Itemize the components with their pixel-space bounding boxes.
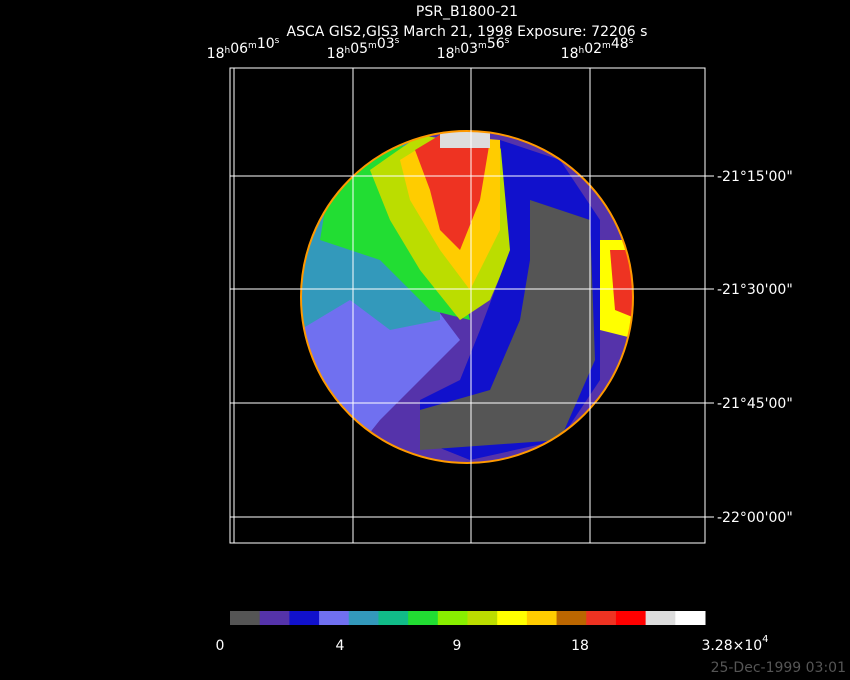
colorbar-label: 4 — [336, 638, 345, 654]
mantissa: 3.28×10 — [701, 638, 762, 654]
exponent: 4 — [762, 634, 768, 645]
ra-value: 02 — [584, 41, 602, 57]
ra-label: 18h03m56s — [437, 36, 510, 62]
colorbar-swatch — [497, 611, 528, 625]
colorbar-label: 9 — [453, 638, 462, 654]
ra-unit: m — [478, 41, 487, 51]
colorbar-swatch — [319, 611, 350, 625]
subtitle: ASCA GIS2,GIS3 March 21, 1998 Exposure: … — [287, 24, 648, 40]
colorbar-swatch — [408, 611, 439, 625]
colorbar-swatch — [675, 611, 706, 625]
colorbar-swatch — [437, 611, 468, 625]
ra-value: 06 — [230, 41, 248, 57]
dec-label: -22°00'00" — [717, 510, 793, 526]
colorbar-label: 0 — [216, 638, 225, 654]
ra-unit: m — [248, 41, 257, 51]
ra-unit: m — [368, 41, 377, 51]
colorbar-swatch — [645, 611, 676, 625]
ra-unit: h — [224, 46, 230, 56]
colorbar-swatch — [586, 611, 617, 625]
dec-label: -21°15'00" — [717, 169, 793, 185]
dec-label: -21°30'00" — [717, 282, 793, 298]
disk-edge — [300, 130, 634, 464]
ra-value: 10 — [257, 36, 275, 52]
colorbar-swatch — [259, 611, 290, 625]
frame — [229, 67, 706, 544]
ra-label: 18h02m48s — [561, 36, 634, 62]
xray-image — [301, 131, 633, 463]
colorbar-swatch — [378, 611, 409, 625]
colorbar-swatch — [348, 611, 379, 625]
colorbar-label: 18 — [571, 638, 589, 654]
timestamp: 25-Dec-1999 03:01 — [711, 660, 846, 676]
colorbar-swatch — [615, 611, 647, 625]
ra-label: 18h05m03s — [327, 36, 400, 62]
colorbar-swatch — [230, 611, 261, 625]
colorbar-swatch — [289, 611, 320, 625]
ra-unit: h — [344, 46, 350, 56]
ra-value: 18 — [207, 46, 225, 62]
ra-unit: s — [275, 36, 280, 46]
grid — [230, 68, 705, 543]
ra-value: 18 — [437, 46, 455, 62]
ra-value: 18 — [561, 46, 579, 62]
ra-unit: h — [578, 46, 584, 56]
ra-unit: h — [454, 46, 460, 56]
ra-value: 05 — [350, 41, 368, 57]
ra-value: 18 — [327, 46, 345, 62]
ra-label: 18h06m10s — [207, 36, 280, 62]
colorbar-max-label: 3.28×104 — [701, 634, 768, 654]
ra-value: 03 — [377, 36, 395, 52]
colorbar-swatch — [467, 611, 498, 625]
ra-unit: s — [505, 36, 510, 46]
ra-value: 56 — [487, 36, 505, 52]
ra-unit: s — [395, 36, 400, 46]
title: PSR_B1800-21 — [416, 4, 518, 20]
ra-unit: s — [629, 36, 634, 46]
dec-label: -21°45'00" — [717, 396, 793, 412]
ra-unit: m — [602, 41, 611, 51]
ra-value: 48 — [611, 36, 629, 52]
colorbar-swatch — [556, 611, 587, 625]
ra-value: 03 — [460, 41, 478, 57]
colorbar-swatch — [526, 611, 558, 625]
